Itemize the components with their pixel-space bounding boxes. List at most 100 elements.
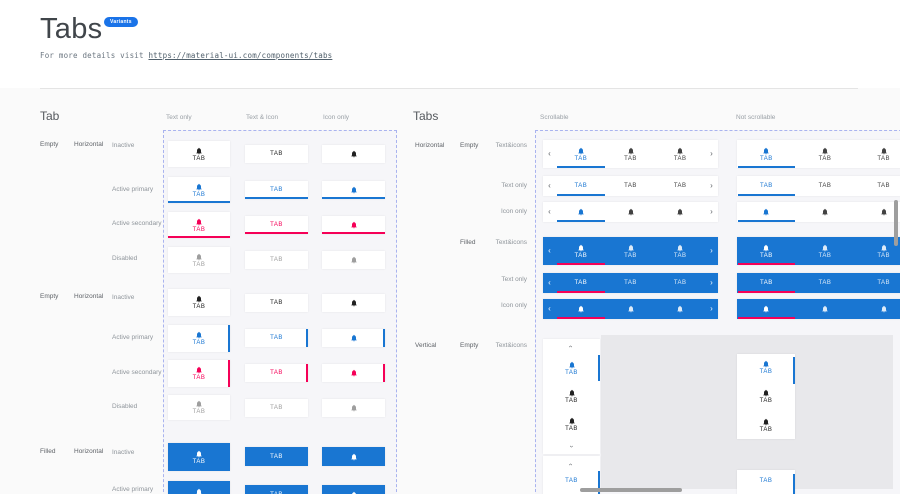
tab[interactable]: TAB — [245, 251, 308, 269]
scroll-left-button[interactable]: ‹ — [543, 299, 556, 319]
group-fill-label: Filled — [460, 239, 476, 246]
chevron-up-icon[interactable]: › — [568, 345, 575, 348]
tab[interactable]: TAB — [168, 481, 230, 494]
scroll-right-button[interactable]: › — [705, 273, 718, 293]
tab[interactable] — [796, 202, 855, 222]
tab[interactable]: TAB — [655, 237, 705, 265]
tab[interactable]: TAB — [737, 414, 795, 437]
tab[interactable] — [322, 145, 385, 163]
notifications-icon — [627, 208, 635, 216]
tab-label: TAB — [270, 405, 283, 411]
tab[interactable]: TAB — [168, 289, 230, 316]
tab-active[interactable]: TAB — [737, 273, 796, 293]
scroll-left-button[interactable]: ‹ — [543, 273, 556, 293]
notifications-icon — [821, 305, 829, 313]
tab[interactable] — [322, 251, 385, 269]
tab[interactable]: TAB — [655, 273, 705, 293]
tab[interactable]: TAB — [796, 176, 855, 196]
tab-active[interactable] — [737, 299, 796, 319]
scroll-left-button[interactable]: ‹ — [543, 176, 556, 196]
tab[interactable] — [322, 294, 385, 312]
scroll-left-button[interactable]: ‹ — [543, 202, 556, 222]
scroll-right-button[interactable]: › — [705, 299, 718, 319]
scroll-right-button[interactable]: › — [705, 140, 718, 168]
tab-active[interactable]: TAB — [737, 176, 796, 196]
page-header — [0, 0, 900, 88]
tab[interactable] — [796, 299, 855, 319]
notifications-icon — [880, 208, 888, 216]
tab-active[interactable] — [556, 202, 606, 222]
tab[interactable] — [322, 181, 385, 199]
tab-active[interactable]: TAB — [543, 357, 600, 380]
tab[interactable] — [322, 399, 385, 417]
scroll-left-button[interactable]: ‹ — [543, 140, 556, 168]
scroll-right-button[interactable]: › — [705, 176, 718, 196]
horizontal-scrollbar-thumb[interactable] — [580, 488, 682, 492]
tab-active[interactable]: TAB — [556, 140, 606, 168]
tab[interactable] — [606, 202, 656, 222]
tab[interactable]: TAB — [168, 443, 230, 471]
tab-active[interactable]: TAB — [737, 237, 796, 265]
tab[interactable]: TAB — [655, 176, 705, 196]
tab[interactable] — [606, 299, 656, 319]
tab[interactable]: TAB — [245, 399, 308, 417]
scroll-left-button[interactable]: ‹ — [543, 237, 556, 265]
tab[interactable] — [322, 216, 385, 234]
notifications-icon — [568, 417, 576, 425]
tab[interactable] — [322, 329, 385, 347]
scroll-right-button[interactable]: › — [705, 202, 718, 222]
tab-active[interactable]: TAB — [737, 356, 795, 379]
scroll-right-button[interactable]: › — [705, 237, 718, 265]
tab[interactable]: TAB — [245, 364, 308, 382]
tab[interactable]: TAB — [245, 294, 308, 312]
tab-active[interactable]: TAB — [737, 474, 795, 488]
tab[interactable]: TAB — [168, 212, 230, 238]
tab[interactable]: TAB — [245, 329, 308, 347]
tab[interactable]: TAB — [168, 177, 230, 203]
tab[interactable] — [322, 447, 385, 466]
tab[interactable]: TAB — [245, 181, 308, 199]
tab[interactable]: TAB — [168, 247, 230, 273]
tab[interactable]: TAB — [796, 237, 855, 265]
tab[interactable]: TAB — [245, 447, 308, 466]
tab[interactable]: TAB — [854, 237, 900, 265]
tab[interactable]: TAB — [245, 216, 308, 234]
tab[interactable]: TAB — [606, 273, 656, 293]
tab-active[interactable]: TAB — [556, 273, 606, 293]
tab[interactable]: TAB — [168, 325, 230, 352]
tab[interactable] — [322, 485, 385, 494]
tab[interactable]: TAB — [796, 273, 855, 293]
tab[interactable] — [655, 202, 705, 222]
tab[interactable]: TAB — [245, 145, 308, 163]
tab[interactable]: TAB — [168, 395, 230, 420]
tab[interactable]: TAB — [737, 385, 795, 408]
tab-active[interactable] — [737, 202, 796, 222]
tab[interactable]: TAB — [796, 140, 855, 168]
vertical-scrollbar-thumb[interactable] — [894, 200, 898, 246]
chevron-down-icon[interactable]: › — [568, 445, 575, 448]
tab[interactable]: TAB — [655, 140, 705, 168]
tab-active[interactable]: TAB — [556, 237, 606, 265]
tab-active[interactable]: TAB — [737, 140, 796, 168]
tab[interactable]: TAB — [606, 237, 656, 265]
tab[interactable]: TAB — [854, 176, 900, 196]
tab[interactable]: TAB — [245, 485, 308, 494]
chevron-up-icon[interactable]: › — [568, 463, 575, 466]
tab-active[interactable]: TAB — [543, 474, 600, 488]
docs-link[interactable]: https://material-ui.com/components/tabs — [148, 51, 333, 60]
tab[interactable]: TAB — [854, 273, 900, 293]
tab-active[interactable]: TAB — [556, 176, 606, 196]
tab[interactable]: TAB — [606, 140, 656, 168]
tab[interactable]: TAB — [543, 413, 600, 436]
tab-active[interactable] — [556, 299, 606, 319]
tab[interactable]: TAB — [168, 360, 230, 387]
tab[interactable] — [655, 299, 705, 319]
tab[interactable]: TAB — [854, 140, 900, 168]
tab[interactable] — [322, 364, 385, 382]
tab[interactable]: TAB — [168, 141, 230, 167]
tab-label: TAB — [192, 375, 206, 381]
notifications-icon — [350, 186, 358, 194]
tab[interactable] — [854, 299, 900, 319]
tab[interactable]: TAB — [543, 385, 600, 408]
tab[interactable]: TAB — [606, 176, 656, 196]
